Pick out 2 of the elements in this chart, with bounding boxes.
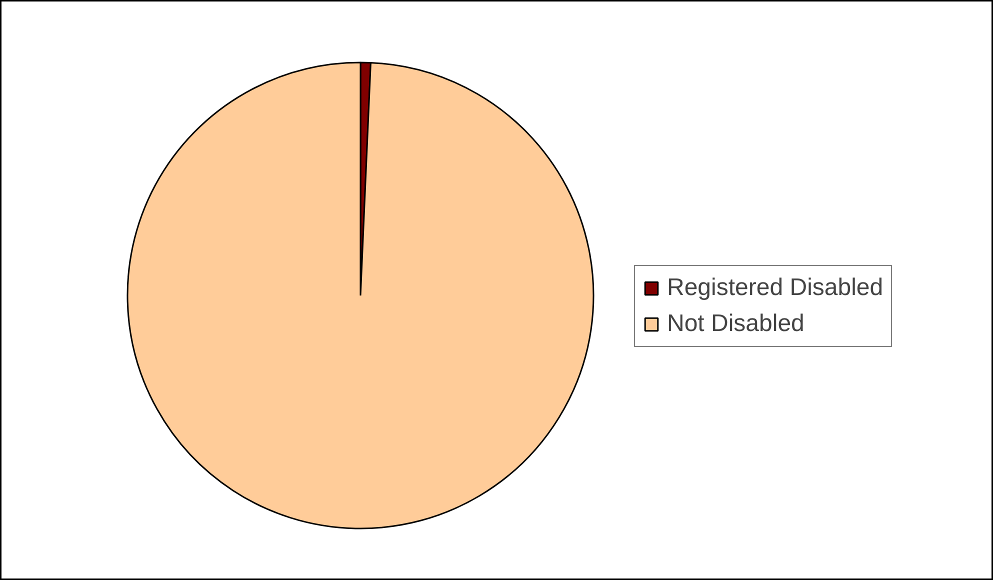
legend-label: Not Disabled xyxy=(667,310,804,338)
legend-label: Registered Disabled xyxy=(667,274,884,302)
